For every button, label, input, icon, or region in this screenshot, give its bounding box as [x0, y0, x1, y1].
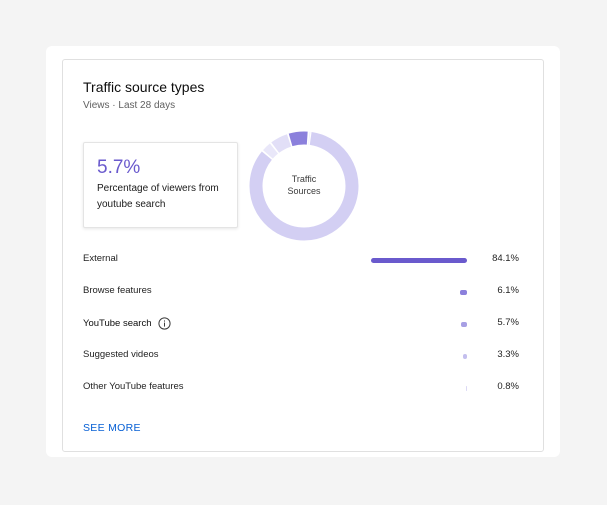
source-bar [460, 322, 467, 327]
see-more-link[interactable]: SEE MORE [83, 422, 141, 434]
card-title: Traffic source types [83, 79, 205, 95]
donut-center-label-line2: Sources [287, 186, 321, 196]
card-subtitle: Views · Last 28 days [83, 100, 176, 111]
source-row-external[interactable]: External 84.1% [83, 244, 519, 276]
donut-center-label-line1: Traffic [291, 174, 317, 184]
traffic-source-list: External 84.1% Browse features 6.1% YouT… [83, 244, 519, 404]
source-label: External [83, 253, 118, 264]
source-row-youtube-search[interactable]: YouTube search 5.7% [83, 308, 519, 340]
source-value: 6.1% [497, 285, 519, 296]
traffic-source-card: Traffic source types Views · Last 28 day… [62, 59, 544, 452]
info-icon[interactable] [157, 317, 171, 330]
source-bar [465, 386, 467, 391]
source-row-suggested-videos[interactable]: Suggested videos 3.3% [83, 340, 519, 372]
source-label: Other YouTube features [83, 381, 184, 392]
donut-svg [249, 131, 359, 241]
source-label: Browse features [83, 285, 152, 296]
source-value: 0.8% [497, 381, 519, 392]
source-value: 5.7% [497, 317, 519, 328]
source-label: YouTube search [83, 318, 152, 329]
source-bar [463, 354, 467, 359]
donut-center-label: Traffic Sources [248, 173, 360, 197]
highlight-description: Percentage of viewers from youtube searc… [97, 183, 219, 210]
source-label-with-icon: YouTube search [83, 317, 171, 330]
highlight-value: 5.7% [97, 157, 141, 178]
source-bar [371, 258, 467, 263]
source-row-browse-features[interactable]: Browse features 6.1% [83, 276, 519, 308]
source-bar [460, 290, 467, 295]
source-label: Suggested videos [83, 349, 159, 360]
source-value: 84.1% [492, 253, 519, 264]
traffic-donut-chart[interactable]: Traffic Sources [248, 130, 360, 242]
highlight-box: 5.7% Percentage of viewers from youtube … [83, 142, 238, 228]
source-row-other-youtube-features[interactable]: Other YouTube features 0.8% [83, 372, 519, 404]
source-value: 3.3% [497, 349, 519, 360]
